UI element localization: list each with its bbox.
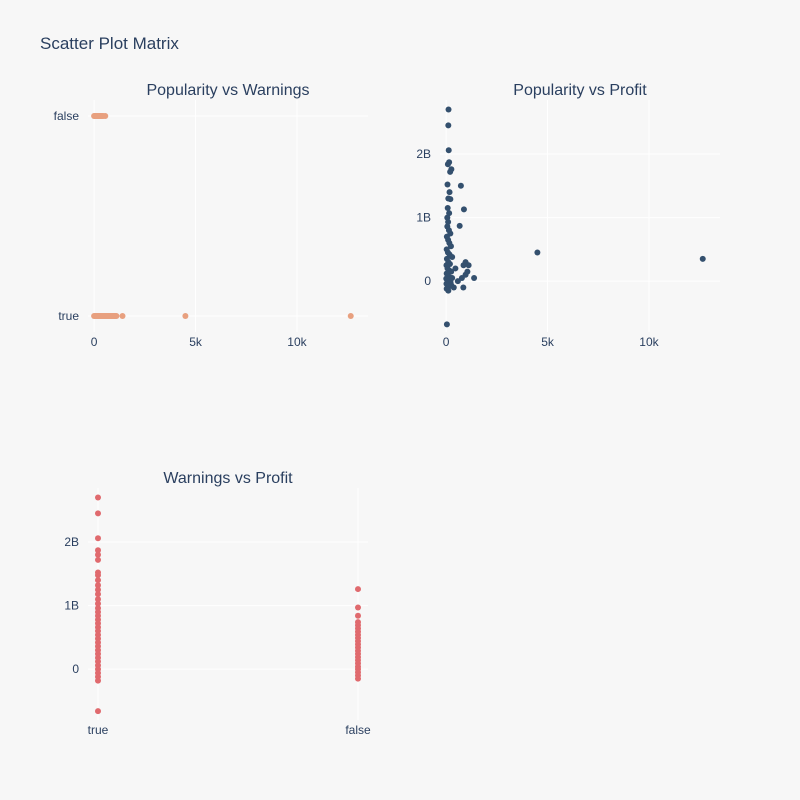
scatter-point (445, 106, 452, 113)
scatter-point (444, 181, 451, 188)
scatter-point (95, 708, 101, 715)
scatter-point (447, 243, 454, 250)
scatter-point (446, 189, 453, 196)
points-group (95, 494, 361, 715)
scatter-point (471, 274, 478, 281)
scatter-point (95, 596, 101, 603)
scatter-point (95, 572, 101, 579)
scatter-point (95, 577, 101, 584)
scatter-point (445, 122, 452, 129)
scatter-point (445, 287, 452, 294)
scatter-point (95, 494, 101, 501)
scatter-point (699, 255, 706, 262)
scatter-point (95, 535, 101, 542)
y-tick-label: true (58, 309, 79, 323)
scatter-point (452, 265, 459, 272)
scatter-point (444, 205, 451, 212)
x-tick-label: 0 (91, 335, 98, 349)
x-tick-label: 0 (443, 335, 450, 349)
scatter-point (119, 313, 126, 319)
scatter-point (182, 313, 189, 319)
scatter-point (347, 313, 354, 319)
y-tick-label: 1B (416, 211, 431, 225)
scatter-point (95, 591, 101, 598)
subplot-1: Popularity vs Warnings 0 5k 10k true false (54, 82, 368, 349)
y-tick-label: 0 (72, 662, 79, 676)
scatter-point (355, 675, 361, 682)
scatter-point (95, 600, 101, 607)
scatter-point (355, 604, 361, 611)
points-group (91, 113, 354, 319)
x-tick-label: 10k (639, 335, 659, 349)
subplot-title: Popularity vs Profit (513, 82, 647, 99)
scatter-point (454, 278, 461, 285)
scatter-point (449, 274, 456, 281)
scatter-point (456, 222, 463, 229)
scatter-point (444, 214, 451, 221)
scatter-point (457, 182, 464, 189)
scatter-point (113, 313, 120, 319)
x-tick-label: 5k (541, 335, 555, 349)
scatter-point (95, 551, 101, 558)
scatter-point (443, 321, 450, 328)
scatter-point (95, 547, 101, 554)
scatter-point (534, 249, 541, 256)
scatter-point (460, 284, 467, 291)
subplot-2: Popularity vs Profit 0 5k 10k 0 1B 2B (416, 82, 720, 349)
scatter-point (448, 281, 455, 288)
x-tick-label: false (345, 723, 371, 737)
scatter-point (102, 113, 109, 119)
scatter-point (355, 612, 361, 619)
subplot-title: Warnings vs Profit (163, 470, 293, 487)
scatter-point (447, 196, 454, 203)
y-tick-label: 0 (424, 274, 431, 288)
subplot-3: Warnings vs Profit true false 0 1B 2B (64, 470, 371, 737)
scatter-point (95, 556, 101, 563)
scatter-point (449, 253, 456, 260)
scatter-point (355, 586, 361, 593)
x-tick-label: 5k (189, 335, 203, 349)
y-tick-label: 2B (416, 147, 431, 161)
scatter-point (464, 268, 471, 275)
scatter-point (95, 582, 101, 589)
scatter-point (95, 677, 101, 684)
x-tick-label: 10k (287, 335, 307, 349)
subplot-title: Popularity vs Warnings (146, 82, 309, 99)
scatter-point (445, 147, 452, 154)
scatter-point (95, 510, 101, 517)
x-tick-label: true (88, 723, 109, 737)
scatter-point (460, 206, 467, 213)
scatter-point (446, 159, 453, 166)
y-tick-label: 1B (64, 599, 79, 613)
y-tick-label: 2B (64, 535, 79, 549)
scatter-point (95, 586, 101, 593)
scatter-point (465, 262, 472, 269)
points-group (443, 106, 706, 328)
page-title: Scatter Plot Matrix (40, 34, 179, 53)
scatter-point (447, 168, 454, 175)
y-tick-label: false (54, 109, 80, 123)
scatter-point (445, 219, 452, 226)
